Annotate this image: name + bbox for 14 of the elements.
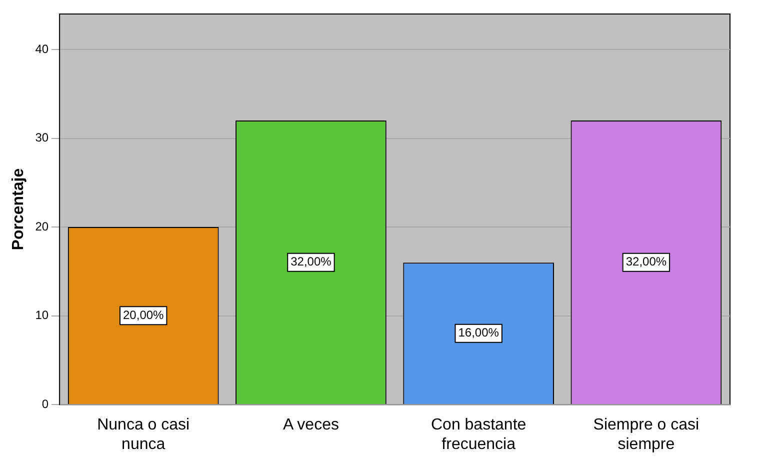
data-label: 32,00% [290,254,332,269]
data-label: 32,00% [626,254,667,269]
x-tick-label: Con bastante frecuencia [430,416,526,453]
x-tick-label: Siempre o casi siempre [593,416,700,453]
y-tick-label: 0 [42,396,49,411]
x-tick-label: Nunca o casi nunca [97,416,190,453]
y-axis-title: Porcentaje [10,168,28,250]
y-tick-label: 30 [35,130,49,145]
y-tick-label: 10 [35,308,49,322]
data-label: 16,00% [458,326,500,340]
data-label: 20,00% [123,308,164,322]
x-tick-label: A veces [282,416,339,434]
y-tick-label: 40 [35,42,49,56]
y-tick-label: 20 [35,219,49,234]
